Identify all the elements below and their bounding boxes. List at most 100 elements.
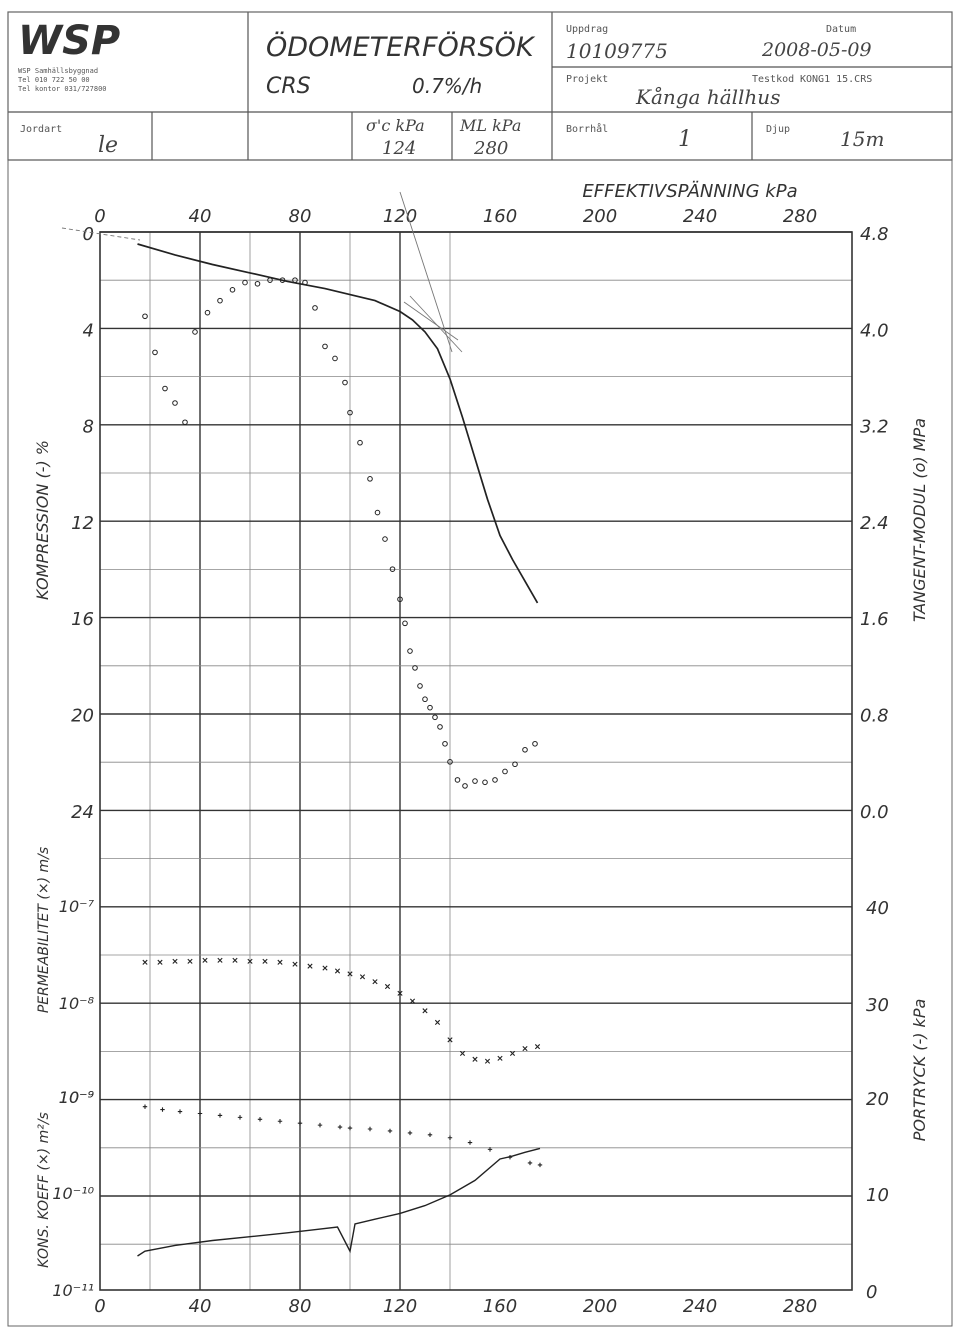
tangent-modulus-point bbox=[152, 349, 158, 356]
tangent-modulus-point bbox=[322, 343, 328, 350]
tangent-modulus-point bbox=[182, 419, 188, 426]
tangent-modulus-point bbox=[397, 596, 403, 603]
y-tick-label-modulus: 4.0 bbox=[860, 320, 889, 341]
djup-label: Djup bbox=[766, 124, 790, 135]
uppdrag-value: 10109775 bbox=[566, 39, 668, 63]
company-line-3: Tel kontor 031/727800 bbox=[18, 85, 107, 93]
permeability-point bbox=[187, 958, 193, 964]
tangent-modulus-point bbox=[462, 783, 468, 789]
cons-coeff-point bbox=[177, 1109, 183, 1114]
tangent-modulus-point bbox=[374, 509, 381, 516]
tangent-modulus-point bbox=[172, 400, 178, 406]
tangent-modulus-point bbox=[279, 277, 286, 283]
cons-coeff-point bbox=[407, 1130, 413, 1136]
permeability-point bbox=[347, 971, 353, 977]
testkod-label: Testkod bbox=[752, 74, 794, 85]
tangent-modulus-point bbox=[254, 280, 261, 287]
cons-coeff-point bbox=[160, 1107, 165, 1112]
tangent-modulus-point bbox=[532, 740, 538, 747]
x-tick-label-top: 40 bbox=[189, 206, 212, 227]
tangent-modulus-point bbox=[192, 329, 198, 335]
method-label: CRS bbox=[266, 74, 311, 99]
plot-frame bbox=[99, 231, 853, 1291]
permeability-point bbox=[322, 965, 328, 971]
x-tick-label-top: 280 bbox=[783, 206, 817, 227]
permeability-point bbox=[262, 958, 268, 964]
y-tick-label-modulus: 4.8 bbox=[860, 224, 889, 245]
cons-coeff-point bbox=[197, 1111, 203, 1116]
y-tick-label-modulus: 3.2 bbox=[860, 417, 889, 438]
tangent-modulus-point bbox=[427, 704, 433, 711]
y-tick-label-permeability: 10⁻⁹ bbox=[59, 1088, 95, 1107]
permeability-point bbox=[172, 958, 178, 964]
cons-coeff-point bbox=[337, 1124, 343, 1130]
rate-label: 0.7%/h bbox=[412, 74, 482, 98]
jordart-label: Jordart bbox=[20, 124, 62, 135]
permeability-point bbox=[307, 963, 313, 969]
permeability-point bbox=[497, 1055, 503, 1061]
permeability-point bbox=[277, 959, 283, 965]
y-axis-title-cons-coeff: KONS. KOEFF (×) m²/s bbox=[36, 1112, 52, 1268]
x-tick-label-top: 0 bbox=[94, 206, 105, 227]
sheet-frame bbox=[7, 11, 953, 1327]
y-tick-label-cons-coeff: 10⁻⁹ bbox=[59, 1088, 95, 1107]
tangent-modulus-point bbox=[292, 277, 298, 283]
y-tick-label-modulus: 1.6 bbox=[860, 609, 889, 630]
cons-coeff-point bbox=[467, 1140, 473, 1145]
tangent-modulus-point bbox=[522, 746, 528, 753]
cons-coeff-point bbox=[277, 1119, 283, 1124]
tangent-modulus-point bbox=[417, 683, 423, 689]
tangent-modulus-point bbox=[142, 313, 148, 320]
x-tick-label-top: 240 bbox=[683, 206, 717, 227]
tangent-modulus-point bbox=[204, 309, 211, 316]
tangent-modulus-point bbox=[347, 409, 353, 416]
tangent-modulus-point bbox=[162, 385, 168, 392]
sheet-title: ÖDOMETERFÖRSÖK bbox=[266, 31, 536, 63]
pore-pressure-curve bbox=[137, 1147, 541, 1257]
cons-coeff-point bbox=[487, 1147, 493, 1152]
borrhal-label: Borrhål bbox=[566, 122, 608, 135]
permeability-point bbox=[509, 1050, 516, 1057]
y-tick-label-modulus: 0.8 bbox=[860, 706, 889, 727]
permeability-point bbox=[447, 1037, 453, 1043]
y-tick-label-compression: 16 bbox=[71, 609, 94, 630]
cons-coeff-point bbox=[527, 1160, 533, 1166]
x-tick-label-top: 80 bbox=[289, 206, 312, 227]
y-tick-label-compression: 0 bbox=[83, 224, 94, 245]
permeability-point bbox=[247, 958, 253, 964]
permeability-point bbox=[292, 961, 298, 967]
permeability-point bbox=[202, 957, 208, 963]
tangent-modulus-point bbox=[312, 305, 318, 311]
tangent-modulus-point bbox=[302, 279, 308, 286]
y-tick-label-compression: 4 bbox=[83, 320, 94, 341]
company-logo: WSP bbox=[18, 18, 120, 64]
permeability-point bbox=[409, 998, 416, 1004]
y-tick-label-compression: 8 bbox=[83, 417, 94, 438]
tangent-modulus-point bbox=[412, 665, 418, 671]
permeability-point bbox=[484, 1058, 491, 1064]
permeability-point bbox=[534, 1044, 541, 1050]
x-axis-title: EFFEKTIVSPÄNNING kPa bbox=[582, 181, 797, 202]
sigma-value: 124 bbox=[382, 138, 416, 159]
cons-coeff-point bbox=[537, 1162, 543, 1168]
y-tick-label-compression: 12 bbox=[71, 513, 94, 534]
tangent-modulus-point bbox=[512, 761, 518, 768]
x-tick-label-top: 120 bbox=[383, 206, 417, 227]
tangent-modulus-point bbox=[217, 297, 223, 304]
y-tick-label-modulus: 0.0 bbox=[860, 802, 889, 823]
cons-coeff-point bbox=[237, 1115, 243, 1120]
cons-coeff-point bbox=[257, 1117, 263, 1122]
y-tick-label-pore-pressure: 40 bbox=[866, 898, 889, 919]
sigma-label: σ'c kPa bbox=[366, 116, 425, 135]
permeability-point bbox=[472, 1056, 478, 1062]
x-tick-label-top: 160 bbox=[483, 206, 517, 227]
tangent-modulus-point bbox=[454, 777, 461, 783]
cons-coeff-point bbox=[217, 1113, 223, 1118]
permeability-point bbox=[157, 959, 163, 965]
tangent-modulus-point bbox=[342, 379, 348, 386]
company-line-2: Tel 010 722 50 00 bbox=[18, 76, 90, 84]
x-tick-label-bottom: 120 bbox=[383, 1296, 417, 1317]
chart-grid bbox=[100, 231, 852, 1290]
compression-curve bbox=[137, 243, 539, 604]
